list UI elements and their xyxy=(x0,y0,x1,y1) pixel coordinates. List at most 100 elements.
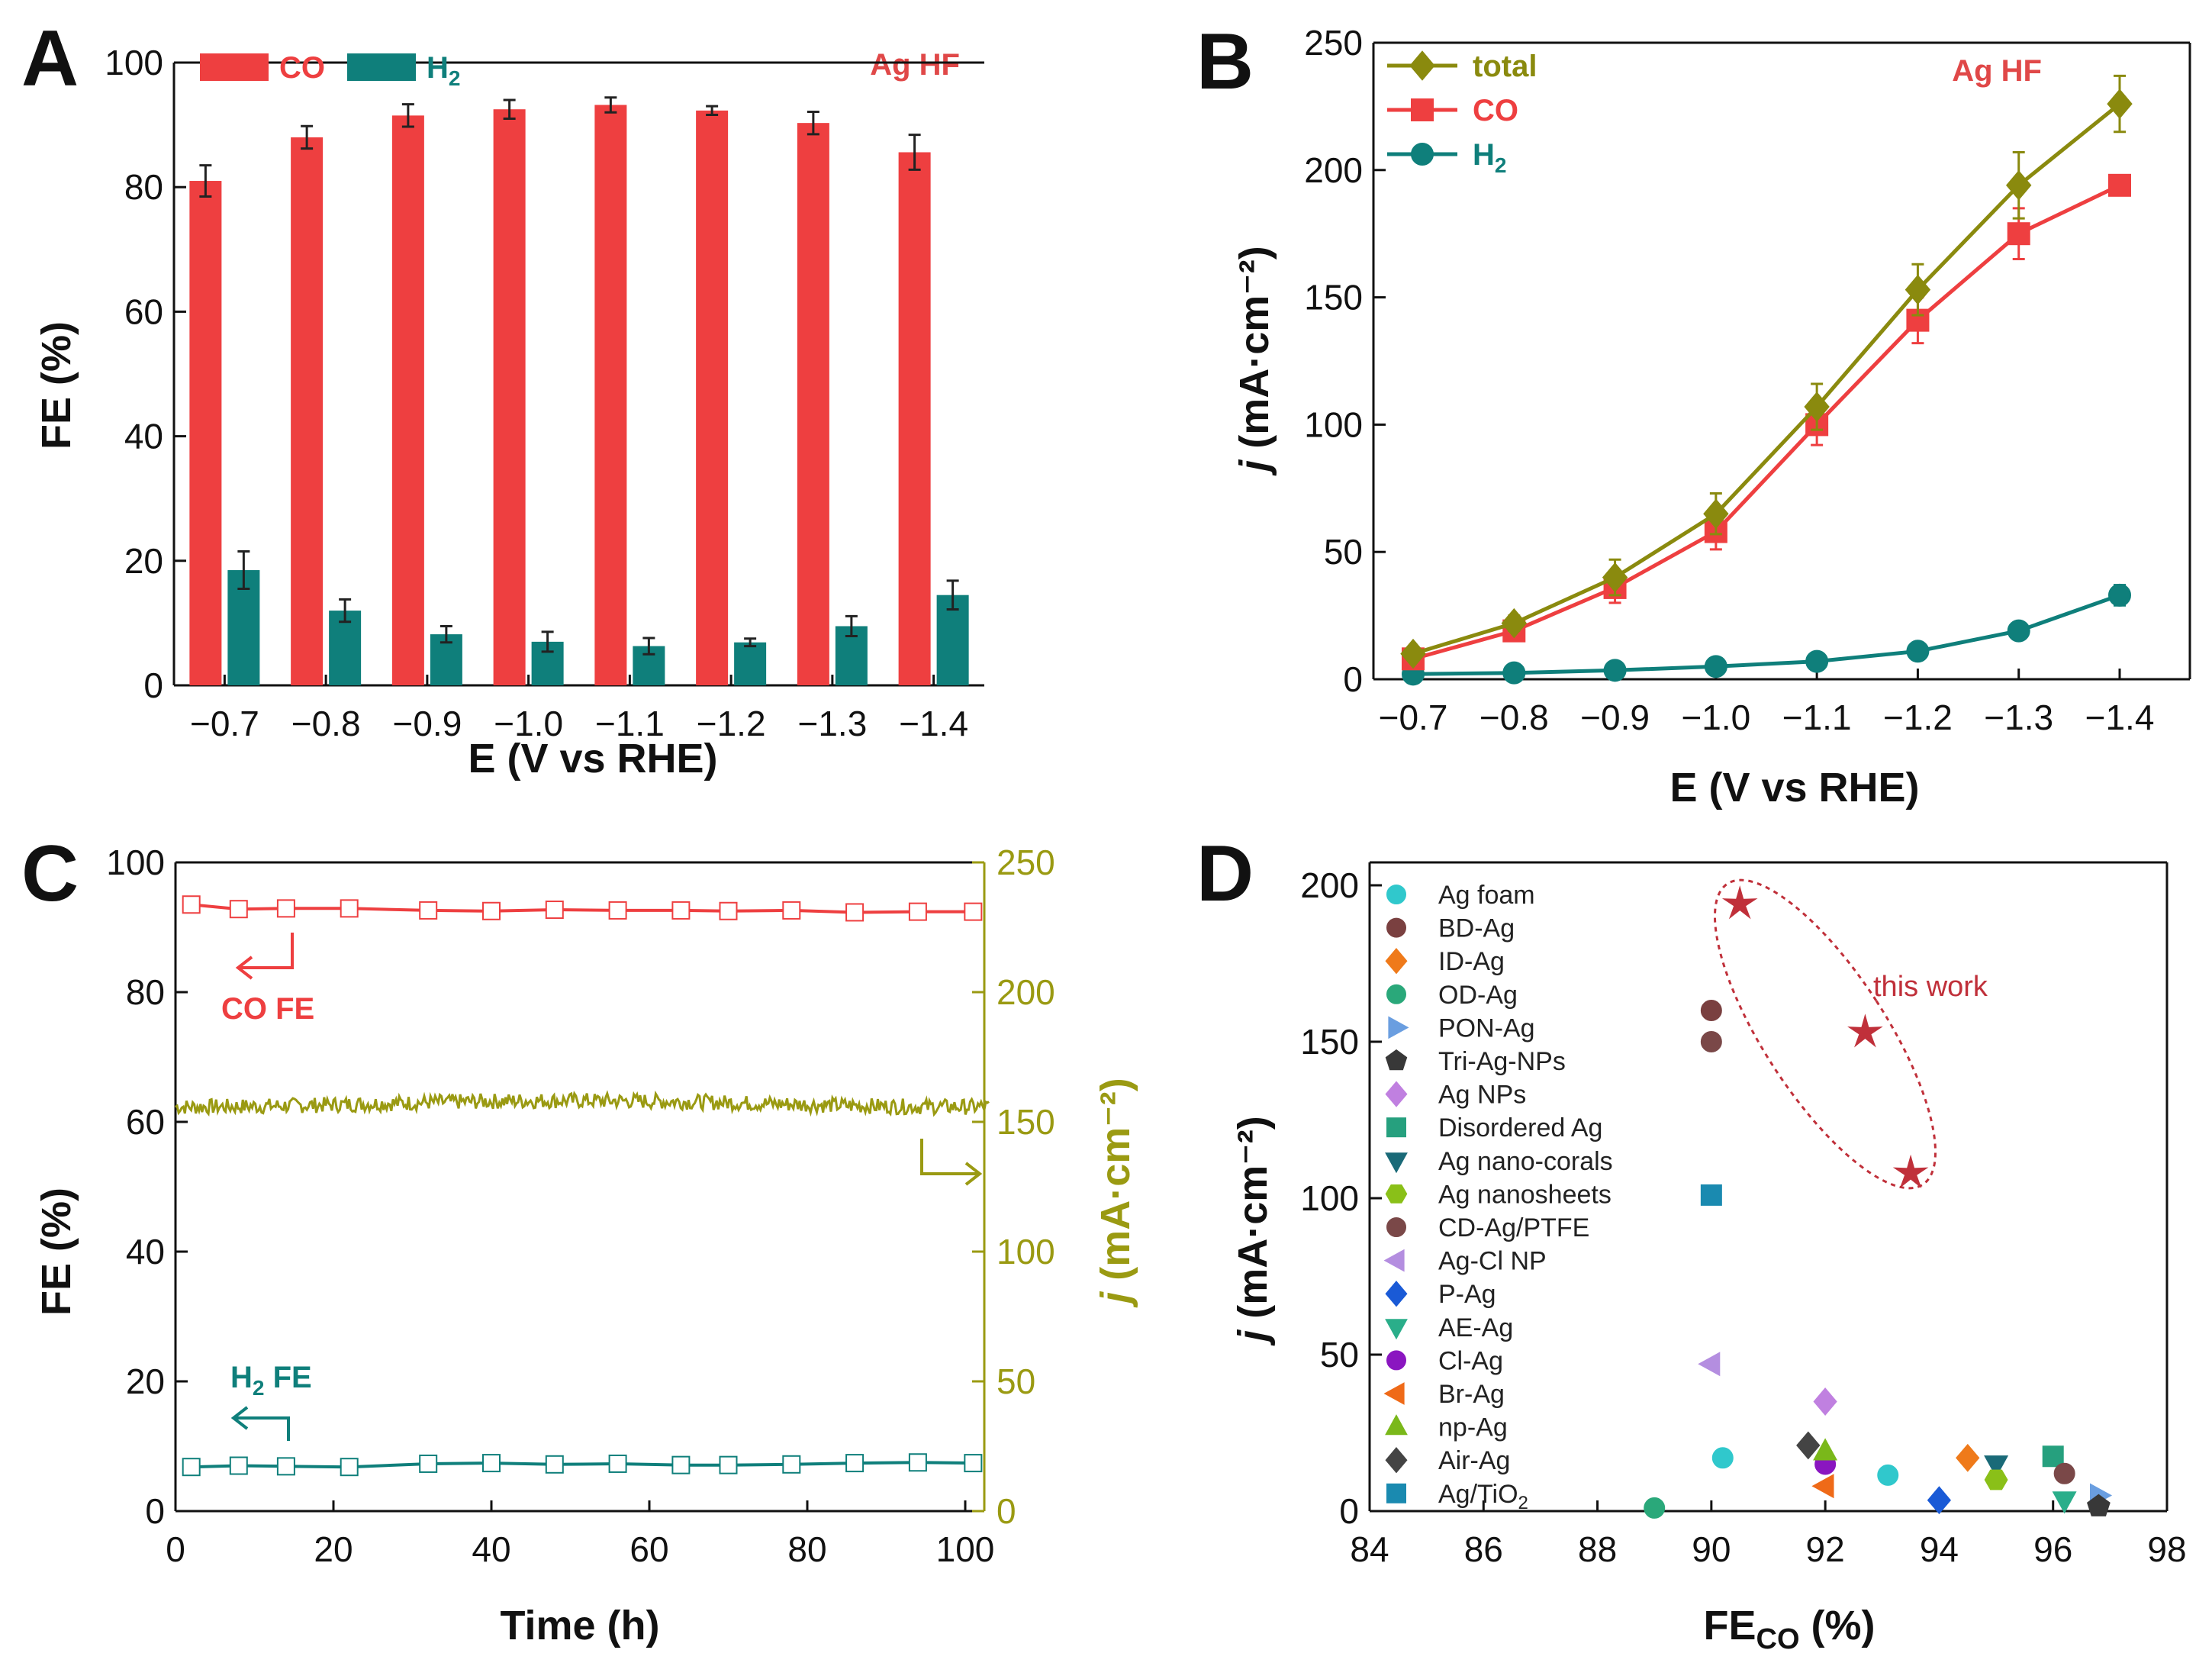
panel-c-y-right-tick-label: 250 xyxy=(997,843,1055,882)
panel-a-x-tick-label: −1.0 xyxy=(494,704,563,743)
panel-d-point-ae-ag xyxy=(2052,1491,2077,1514)
panel-c-y-right-tick-label: 200 xyxy=(997,972,1055,1012)
panel-a-y-tick-label: 0 xyxy=(143,665,163,705)
panel-b-point-co xyxy=(2007,222,2030,246)
panel-b-legend-label-co: CO xyxy=(1473,94,1518,127)
panel-d-y-tick-label: 50 xyxy=(1320,1335,1359,1374)
panel-d-legend-marker-ag-nps xyxy=(1385,1081,1408,1107)
panel-d-legend-marker-id-ag xyxy=(1385,948,1408,975)
panel-c-x-tick-label: 40 xyxy=(472,1529,510,1569)
panel-b-legend-marker-h2 xyxy=(1411,143,1434,166)
panel-d-point-id-ag xyxy=(1956,1443,1980,1472)
panel-c-point-co-fe xyxy=(276,899,295,918)
panel-b-line-h2 xyxy=(1412,593,2120,676)
panel-d-point-cd-ag-ptfe xyxy=(2053,1462,2075,1484)
panel-a-bar-co xyxy=(391,115,424,686)
panel-a-bar-co xyxy=(189,181,222,686)
panel-d-legend-label-ag-nps: Ag NPs xyxy=(1438,1081,1526,1110)
panel-b-y-tick-label: 50 xyxy=(1324,532,1363,572)
panel-c-point-h2-fe xyxy=(340,1458,359,1477)
panel-d-point-this-work xyxy=(1721,885,1758,920)
annotation-main: H xyxy=(230,1361,253,1394)
panel-d-legend-label-cl-ag: Cl-Ag xyxy=(1438,1346,1503,1375)
panel-d-y-tick-label: 200 xyxy=(1300,865,1359,905)
panel-a-bar-co xyxy=(594,105,627,685)
panel-a-bar-co xyxy=(797,123,829,686)
panel-a-legend-label-co: CO xyxy=(279,51,325,85)
annotation-tail: FE xyxy=(264,1361,311,1394)
panel-b-point-total xyxy=(1400,638,1426,669)
panel-d-legend-label-br-ag: Br-Ag xyxy=(1438,1380,1505,1409)
panel-b-y-tick-label: 250 xyxy=(1304,23,1363,63)
legend-label-main: CO xyxy=(1473,94,1518,127)
panel-b-y-tick-label: 150 xyxy=(1304,278,1363,317)
panel-d-legend-label-ag-tio2: Ag/TiO2 xyxy=(1438,1480,1528,1513)
panel-d-x-tick-label: 88 xyxy=(1578,1529,1617,1569)
panel-d-legend-marker-ag-tio2 xyxy=(1386,1483,1406,1503)
panel-c-point-co-fe xyxy=(229,900,248,919)
panel-b-sample-label: Ag HF xyxy=(1952,54,2042,88)
panel-d-point-ag-tio2 xyxy=(1700,1184,1722,1206)
panel-c-point-h2-fe xyxy=(229,1456,248,1475)
panel-b-point-h2 xyxy=(2007,619,2030,643)
annotation-sub: 2 xyxy=(253,1376,265,1400)
panel-c-y-tick-label: 100 xyxy=(106,843,165,882)
panel-d-x-tick-label: 86 xyxy=(1464,1529,1503,1569)
panel-c-line-current-density xyxy=(175,1090,990,1117)
panel-b-x-tick-label: −1.0 xyxy=(1681,698,1750,737)
legend-label-main: CO xyxy=(279,51,325,85)
panel-d-legend-marker-bd-ag xyxy=(1386,917,1406,938)
panel-d-legend-marker-cd-ag-ptfe xyxy=(1386,1217,1406,1237)
panel-a-bar-co xyxy=(493,109,526,685)
panel-d-legend-marker-np-ag xyxy=(1385,1414,1408,1436)
panel-d-legend-marker-br-ag xyxy=(1383,1382,1405,1405)
panel-d-legend-marker-ae-ag xyxy=(1385,1319,1408,1340)
panel-a-bar-co xyxy=(291,137,324,686)
panel-a-letter: A xyxy=(21,15,79,103)
panel-d-x-tick-label: 94 xyxy=(1920,1529,1959,1569)
panel-d-point-ag-foam xyxy=(1877,1464,1899,1486)
panel-a-y-tick-label: 40 xyxy=(124,417,163,456)
panel-c-x-tick-label: 100 xyxy=(936,1529,995,1569)
panel-c-point-co-fe xyxy=(419,901,438,920)
panel-b-point-h2 xyxy=(1805,649,1829,673)
legend-label-main: H xyxy=(1473,138,1495,172)
panel-c-y-right-tick-label: 100 xyxy=(997,1232,1055,1271)
panel-a-sample-label: Ag HF xyxy=(870,48,960,82)
panel-b-line-total xyxy=(1412,102,2121,656)
panel-c-point-h2-fe xyxy=(482,1454,501,1473)
panel-c-point-co-fe xyxy=(340,899,359,918)
panel-c-x-tick-label: 0 xyxy=(166,1529,185,1569)
panel-b-x-tick-label: −0.8 xyxy=(1479,698,1549,737)
panel-d-legend-marker-od-ag xyxy=(1386,984,1406,1004)
panel-d-highlight-ellipse xyxy=(1713,878,1937,1190)
panel-d-point-np-ag xyxy=(1813,1438,1838,1461)
panel-c-y-right-tick-label: 150 xyxy=(997,1102,1055,1142)
panel-b-y-tick-label: 200 xyxy=(1304,150,1363,190)
panel-c-point-h2-fe xyxy=(908,1453,927,1472)
panel-c-point-h2-fe xyxy=(671,1455,691,1474)
panel-d-legend-marker-disordered-ag xyxy=(1386,1117,1406,1138)
panel-b-point-h2 xyxy=(1704,655,1727,678)
panel-d-point-ag-foam xyxy=(1711,1447,1734,1469)
panel-d-y-tick-label: 0 xyxy=(1339,1491,1359,1531)
legend-label-main: H xyxy=(427,51,449,85)
panel-c-point-h2-fe xyxy=(845,1454,865,1473)
panel-a-x-tick-label: −1.1 xyxy=(595,704,665,743)
panel-c-annotation-co-fe: CO FE xyxy=(221,992,314,1026)
panel-b-legend-label-h2: H2 xyxy=(1473,138,1506,177)
panel-c-y-tick-label: 20 xyxy=(126,1362,165,1401)
panel-c-y-axis-title-left: FE (%) xyxy=(34,1188,79,1316)
panel-d-legend-marker-ag-nano-corals xyxy=(1385,1152,1408,1174)
panel-b-legend-label-total: total xyxy=(1473,50,1537,83)
panel-b-x-tick-label: −1.4 xyxy=(2085,698,2155,737)
panel-d-point-bd-ag xyxy=(1700,1000,1722,1021)
panel-c-point-co-fe xyxy=(719,901,738,920)
panel-d-point-ag-cl-np xyxy=(1698,1352,1721,1377)
panel-c-point-h2-fe xyxy=(608,1454,627,1473)
panel-d-point-this-work xyxy=(1892,1154,1929,1188)
panel-d-legend-label-pon-ag: PON-Ag xyxy=(1438,1014,1535,1043)
panel-c-x-tick-label: 20 xyxy=(314,1529,353,1569)
panel-b-point-total xyxy=(1703,498,1729,529)
